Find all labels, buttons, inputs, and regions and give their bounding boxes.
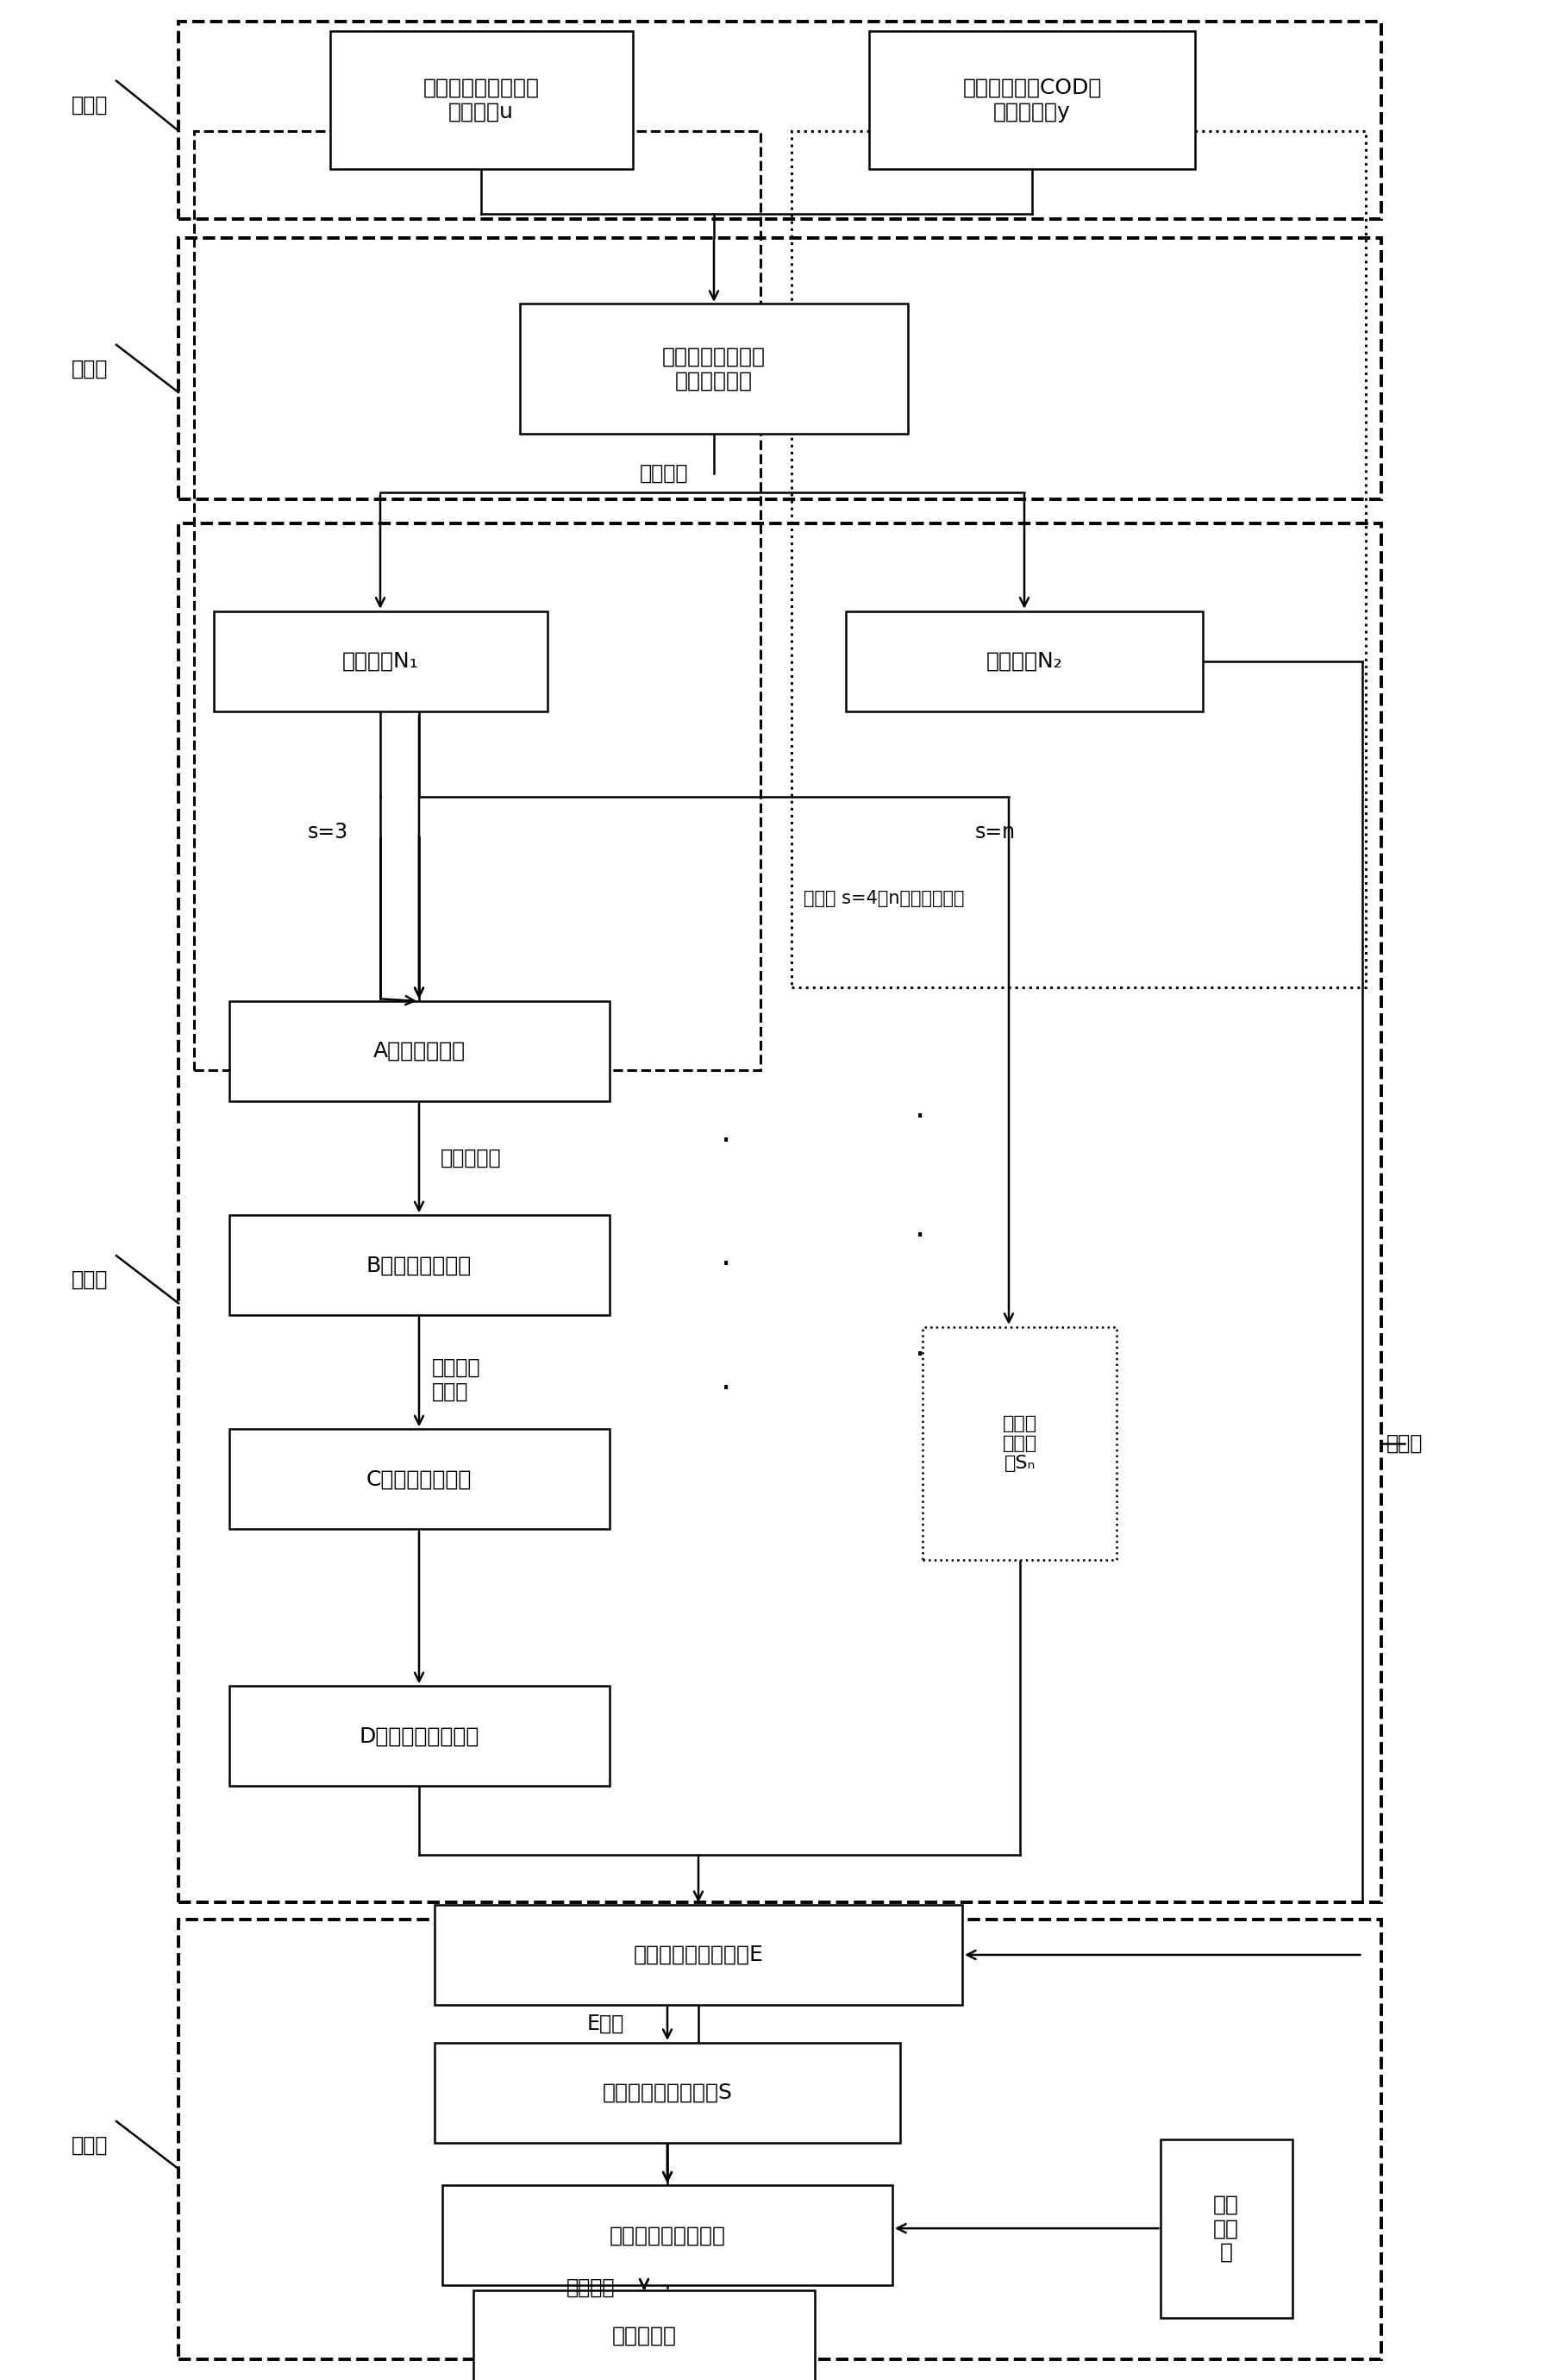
- Text: 在线
传感
器: 在线 传感 器: [1214, 2194, 1238, 2263]
- Text: B、估计左零空间: B、估计左零空间: [366, 1254, 472, 1276]
- Bar: [435, 2042, 900, 2142]
- Bar: [230, 1002, 608, 1102]
- Bar: [473, 2290, 815, 2380]
- Text: 步骤四: 步骤四: [1386, 1433, 1423, 1454]
- Text: 步骤五: 步骤五: [71, 2135, 109, 2156]
- Text: ·: ·: [722, 1126, 731, 1159]
- Bar: [178, 524, 1381, 1902]
- Text: 奇异值分解: 奇异值分解: [441, 1147, 501, 1169]
- Text: 构建输
出观测
器Sₙ: 构建输 出观测 器Sₙ: [1003, 1416, 1037, 1473]
- Text: 步骤二: 步骤二: [71, 359, 109, 378]
- Text: 步骤三: 步骤三: [71, 1269, 109, 1290]
- Text: ·: ·: [722, 1250, 731, 1280]
- Bar: [442, 2185, 892, 2285]
- Text: 软测量结果: 软测量结果: [611, 2325, 677, 2347]
- Bar: [329, 31, 633, 169]
- Text: 确定最优软测量模型S: 确定最优软测量模型S: [602, 2082, 733, 2104]
- Text: ·: ·: [916, 1340, 925, 1371]
- Bar: [792, 131, 1366, 988]
- Text: 确定观测
器矩阵: 确定观测 器矩阵: [431, 1357, 480, 1402]
- Bar: [194, 131, 760, 1071]
- Bar: [178, 238, 1381, 500]
- Text: s=n: s=n: [975, 821, 1015, 843]
- Bar: [435, 1904, 962, 2004]
- Text: 平滑滤波: 平滑滤波: [566, 2278, 615, 2299]
- Text: 在线监控计算机计算: 在线监控计算机计算: [608, 2225, 726, 2247]
- Text: ·: ·: [916, 1221, 925, 1252]
- Text: 将所选辅助变量作为
系统输入u: 将所选辅助变量作为 系统输入u: [422, 79, 540, 121]
- Bar: [214, 612, 548, 712]
- Bar: [869, 31, 1195, 169]
- Bar: [846, 612, 1203, 712]
- Text: 工作状态下采样测
量，获取样本: 工作状态下采样测 量，获取样本: [663, 345, 765, 390]
- Bar: [178, 1918, 1381, 2359]
- Text: C、估计等价向量: C、估计等价向量: [366, 1468, 472, 1490]
- Bar: [230, 1216, 608, 1316]
- Bar: [230, 1685, 608, 1785]
- Text: E最小: E最小: [587, 2013, 624, 2035]
- Text: A、构建数据集: A、构建数据集: [372, 1040, 466, 1061]
- Text: D、构建软测量模型: D、构建软测量模型: [359, 1726, 480, 1747]
- Text: 计算软测量误差指标E: 计算软测量误差指标E: [633, 1944, 764, 1966]
- Text: 分别取 s=4～n，重复步骤三: 分别取 s=4～n，重复步骤三: [804, 890, 965, 907]
- Bar: [1161, 2140, 1291, 2318]
- Text: ·: ·: [916, 1102, 925, 1135]
- Bar: [520, 302, 908, 433]
- Text: 训练样本N₁: 训练样本N₁: [341, 650, 419, 671]
- Text: 检验样本N₂: 检验样本N₂: [986, 650, 1063, 671]
- Bar: [922, 1328, 1117, 1559]
- Text: 样本分配: 样本分配: [639, 462, 688, 483]
- Text: 步骤一: 步骤一: [71, 95, 109, 114]
- Text: s=3: s=3: [307, 821, 348, 843]
- Bar: [178, 21, 1381, 219]
- Text: ·: ·: [722, 1373, 731, 1404]
- Bar: [230, 1430, 608, 1530]
- Text: 将待测量出水COD作
为系统输出y: 将待测量出水COD作 为系统输出y: [962, 79, 1102, 121]
